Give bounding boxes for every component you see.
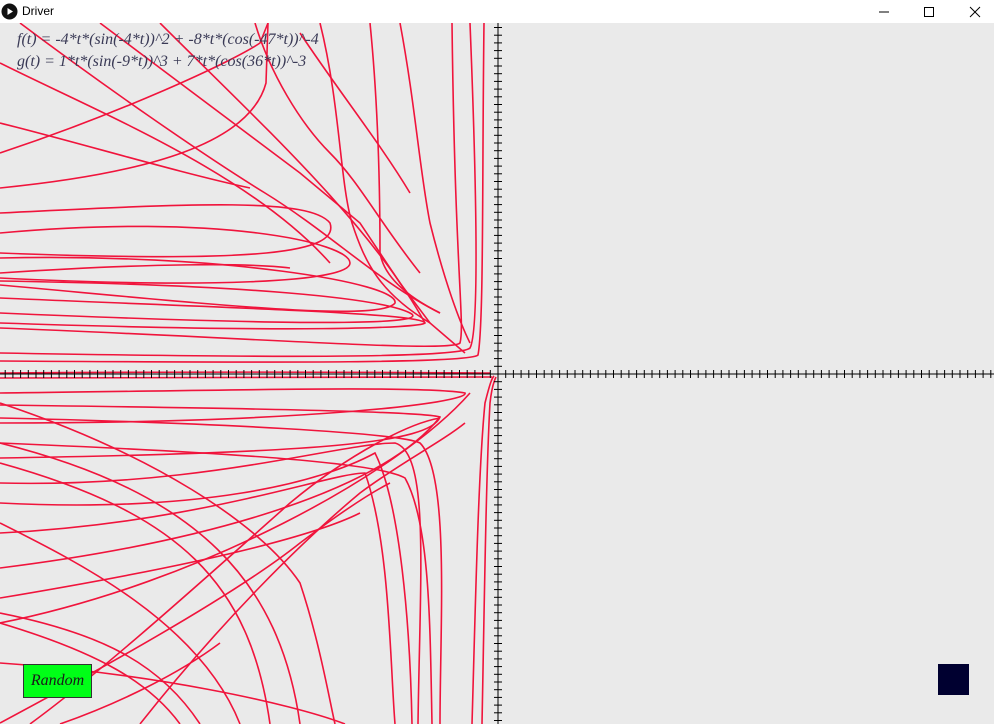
random-button[interactable]: Random [23,664,92,698]
close-button[interactable] [952,0,994,23]
formula-g: g(t) = 1*t*(sin(-9*t))^3 + 7*t*(cos(36*t… [17,53,307,70]
close-icon [969,6,981,17]
window-title: Driver [22,4,54,18]
maximize-icon [924,6,934,17]
maximize-button[interactable] [906,0,952,23]
title-bar[interactable]: Driver [0,0,994,23]
formula-f: f(t) = -4*t*(sin(-4*t))^2 + -8*t*(cos(-4… [17,31,319,48]
color-swatch[interactable] [938,664,969,695]
app-circle-play-icon [1,3,18,20]
coordinate-axes [0,23,994,724]
parametric-plot [0,23,994,724]
plot-canvas[interactable]: f(t) = -4*t*(sin(-4*t))^2 + -8*t*(cos(-4… [0,23,994,724]
minimize-icon [879,11,889,12]
minimize-button[interactable] [861,0,907,23]
